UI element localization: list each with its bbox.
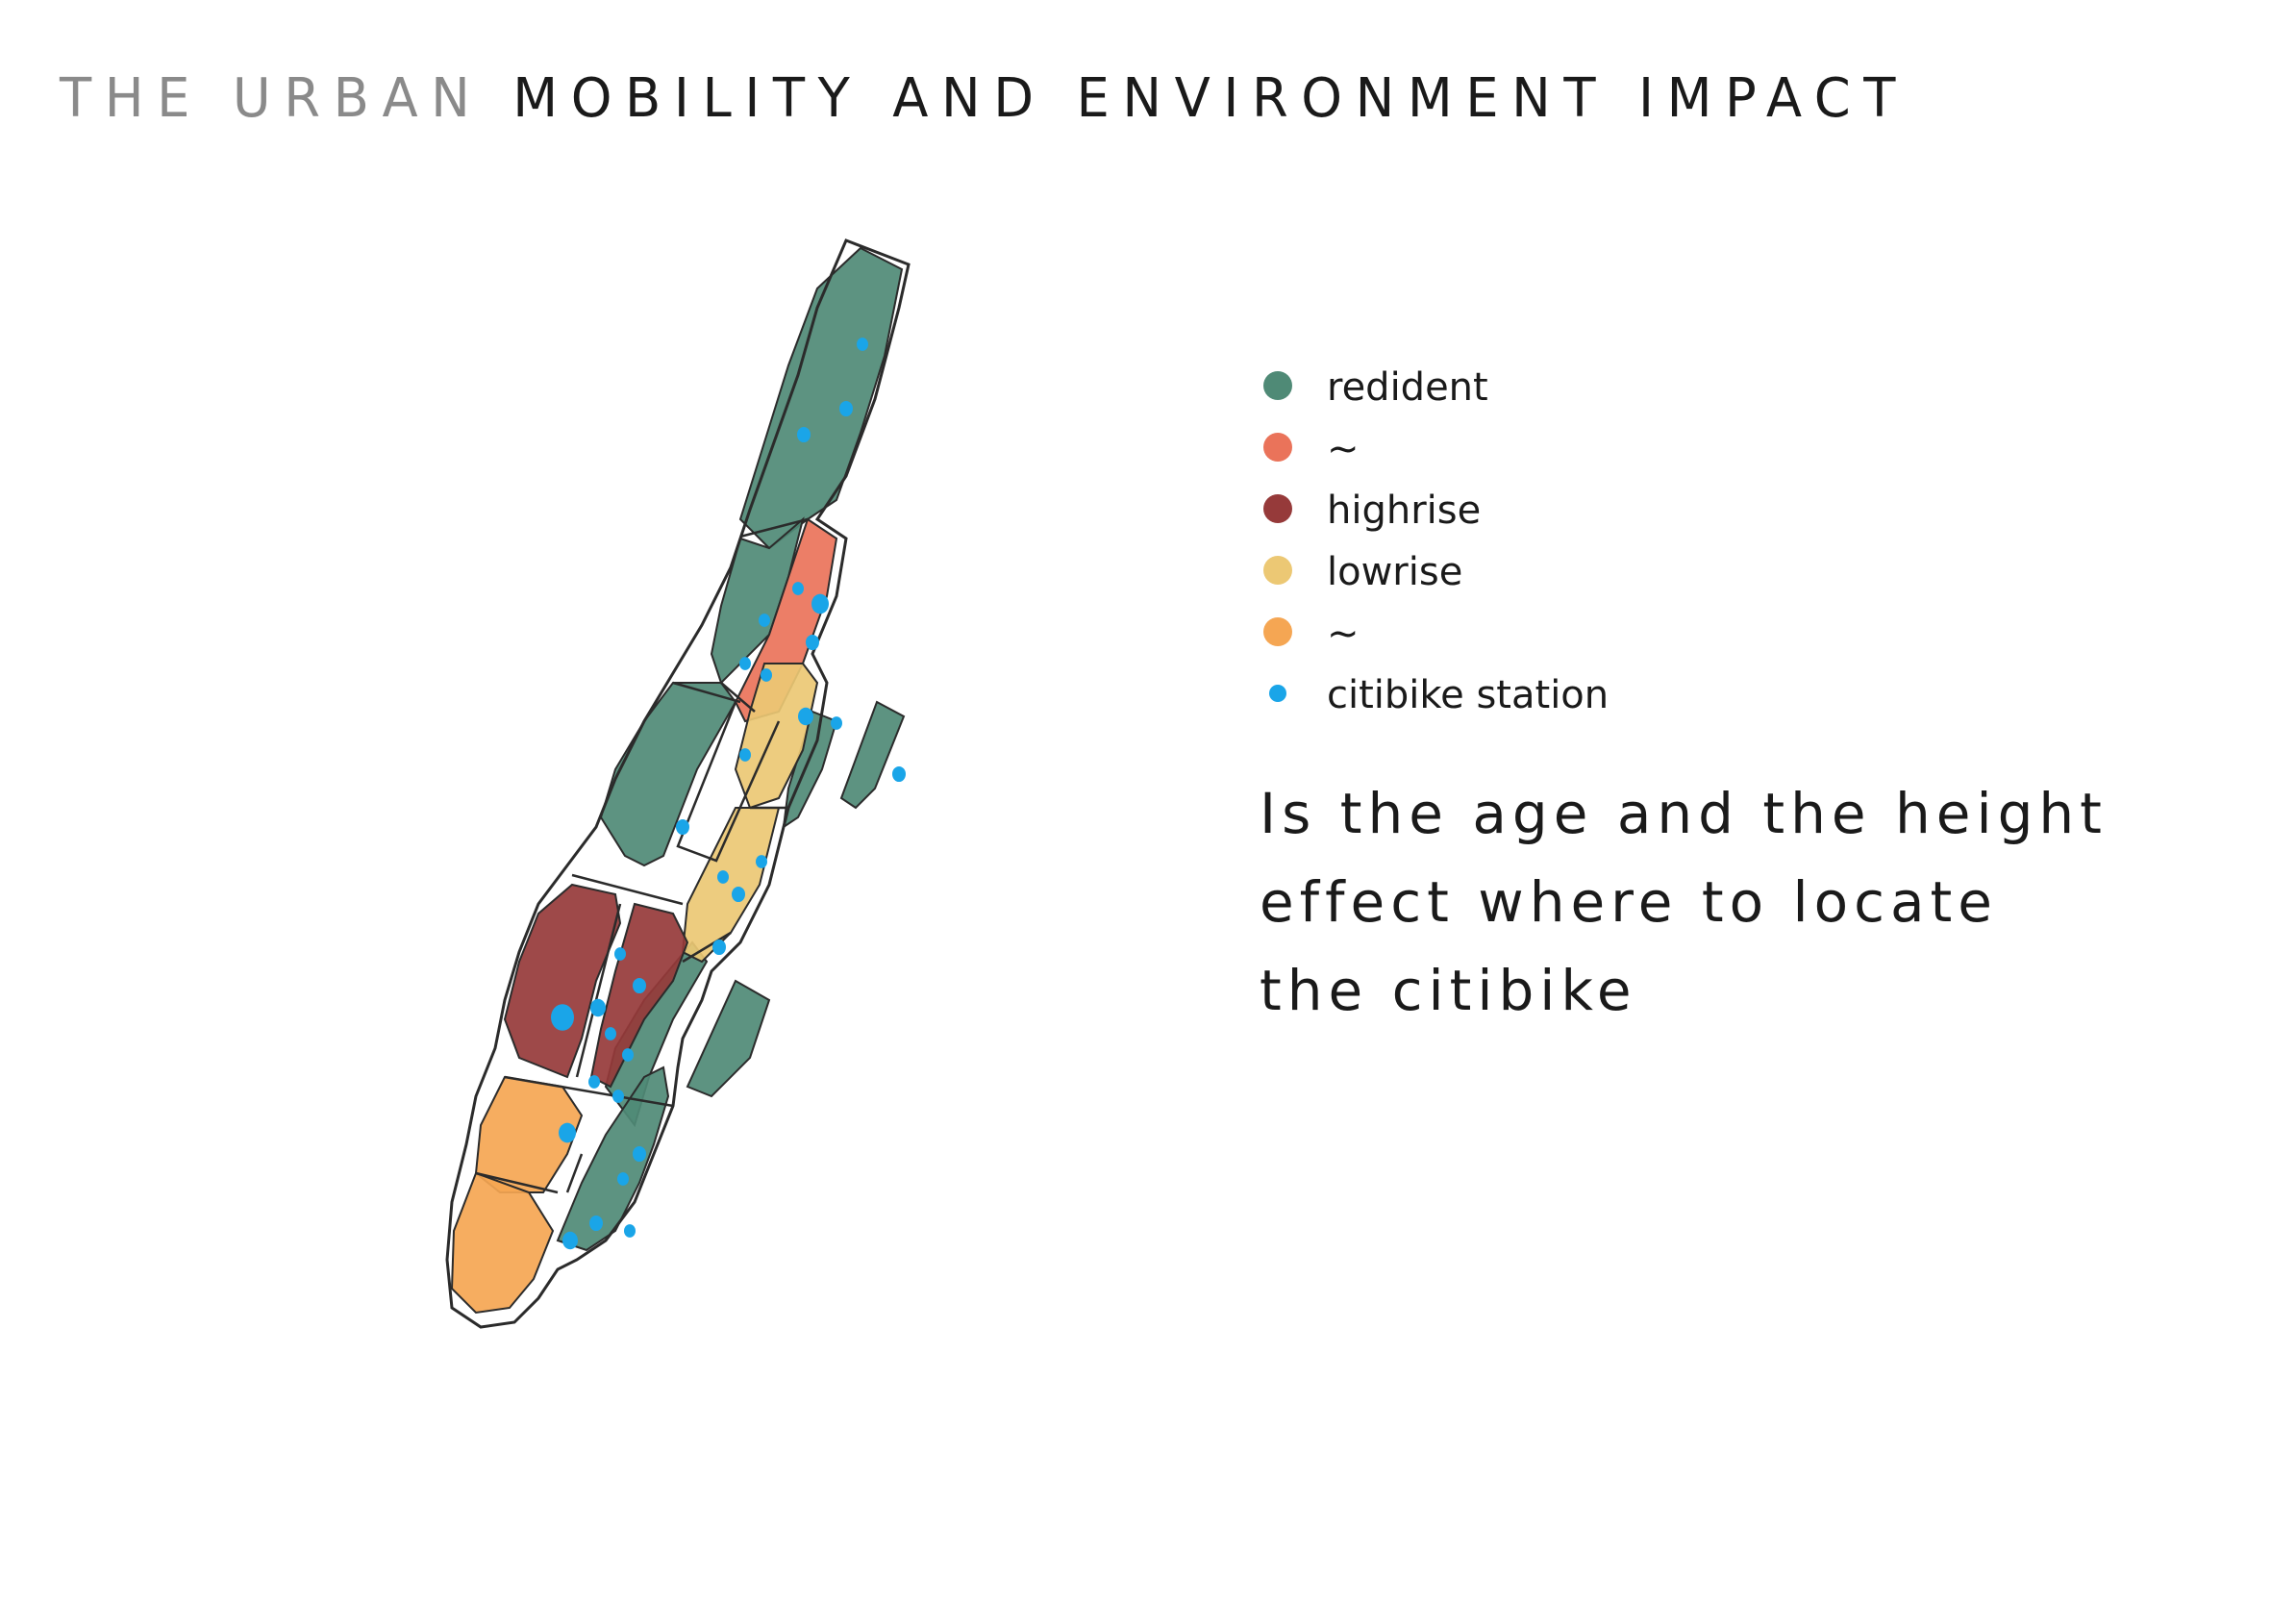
zone-west-central-resident [599, 682, 737, 867]
citibike-station-dot [761, 668, 772, 682]
question-line-2: effect where to locate [1260, 869, 1998, 935]
title-main-part: MOBILITY AND ENVIRONMENT IMPACT [512, 67, 1909, 130]
map-legend: redident ~ highrise lowrise ~ citibike statio… [1250, 365, 1923, 731]
legend-swatch [1263, 371, 1292, 400]
citibike-station-dot [831, 716, 842, 730]
citibike-station-dot [624, 1224, 636, 1238]
zone-boundaries [475, 517, 809, 1194]
zone-north-resident [738, 246, 904, 550]
citibike-station-dot [857, 338, 868, 351]
legend-swatch [1269, 685, 1286, 702]
citibike-stations [551, 338, 906, 1250]
legend-swatch [1263, 494, 1292, 523]
boundary-harlem [672, 681, 741, 704]
highrise-zones [503, 883, 689, 1089]
citibike-station-dot [559, 1122, 576, 1143]
citibike-station-dot [612, 1090, 624, 1103]
boundary-midtown-mid [575, 903, 622, 1078]
legend-label: citibike station [1327, 673, 1610, 717]
citibike-station-dot [633, 1145, 646, 1163]
legend-swatch [1263, 556, 1292, 585]
citibike-station-dot [798, 707, 813, 726]
citibike-station-dot [892, 765, 906, 783]
legend-item: highrise [1250, 489, 1923, 542]
boundary-midtown [571, 873, 684, 906]
research-question: Is the age and the height effect where t… [1260, 769, 2240, 1077]
citibike-station-dot [614, 947, 626, 961]
legend-item: lowrise [1250, 550, 1923, 604]
orange-zones [450, 1075, 584, 1315]
citibike-station-dot [588, 1075, 600, 1089]
legend-item: redident [1250, 365, 1923, 419]
citibike-station-dot [739, 748, 751, 762]
citibike-station-dot [732, 886, 745, 903]
boundary-east-midtown [682, 931, 732, 964]
resident-zones [556, 246, 906, 1252]
boundary-north [739, 517, 809, 539]
citibike-station-dot [622, 1048, 634, 1062]
legend-item: citibike station [1250, 673, 1923, 727]
legend-swatch [1263, 617, 1292, 646]
legend-label: redident [1327, 365, 1488, 410]
citibike-station-dot [617, 1172, 629, 1186]
legend-label: highrise [1327, 489, 1482, 533]
citibike-station-dot [633, 977, 646, 994]
citibike-station-dot [806, 634, 819, 651]
zone-east-lowrise-lower [681, 807, 781, 964]
legend-item: ~ [1250, 612, 1923, 665]
citibike-station-dot [739, 657, 751, 670]
legend-label: ~ [1327, 612, 1360, 656]
citibike-station-dot [676, 818, 689, 836]
legend-label: ~ [1327, 427, 1360, 471]
citibike-station-dot [590, 998, 606, 1017]
title-faded-part: THE URBAN [60, 67, 484, 130]
citibike-station-dot [562, 1231, 578, 1250]
legend-label: lowrise [1327, 550, 1463, 594]
zone-downtown-orange [450, 1171, 555, 1315]
citibike-station-dot [839, 400, 853, 417]
question-line-1: Is the age and the height [1260, 781, 2108, 846]
citibike-station-dot [759, 614, 770, 627]
citibike-station-dot [589, 1215, 603, 1232]
zone-east-island [839, 700, 906, 810]
boundary-village [504, 1075, 674, 1108]
question-line-3: the citibike [1260, 958, 1637, 1023]
citibike-station-dot [605, 1027, 616, 1040]
citibike-station-dot [756, 855, 767, 868]
page-title: THE URBAN MOBILITY AND ENVIRONMENT IMPAC… [60, 67, 2186, 154]
manhattan-map-svg [445, 238, 911, 1329]
manhattan-map [423, 231, 961, 1346]
boundary-downtown [475, 1171, 559, 1194]
citibike-station-dot [717, 870, 729, 884]
zone-east-midtown-strip [686, 979, 771, 1098]
boundary-central-park [676, 701, 781, 863]
citibike-station-dot [712, 939, 726, 956]
citibike-station-dot [811, 593, 829, 614]
legend-item: ~ [1250, 427, 1923, 481]
citibike-station-dot [792, 582, 804, 595]
zone-lower-east-resident [556, 1065, 670, 1252]
boundary-central-park-top [720, 682, 756, 713]
boundary-east-lower [565, 1153, 584, 1193]
legend-swatch [1263, 433, 1292, 462]
citibike-station-dot [797, 426, 811, 443]
zone-village-orange [474, 1075, 584, 1193]
citibike-station-dot [551, 1004, 574, 1031]
